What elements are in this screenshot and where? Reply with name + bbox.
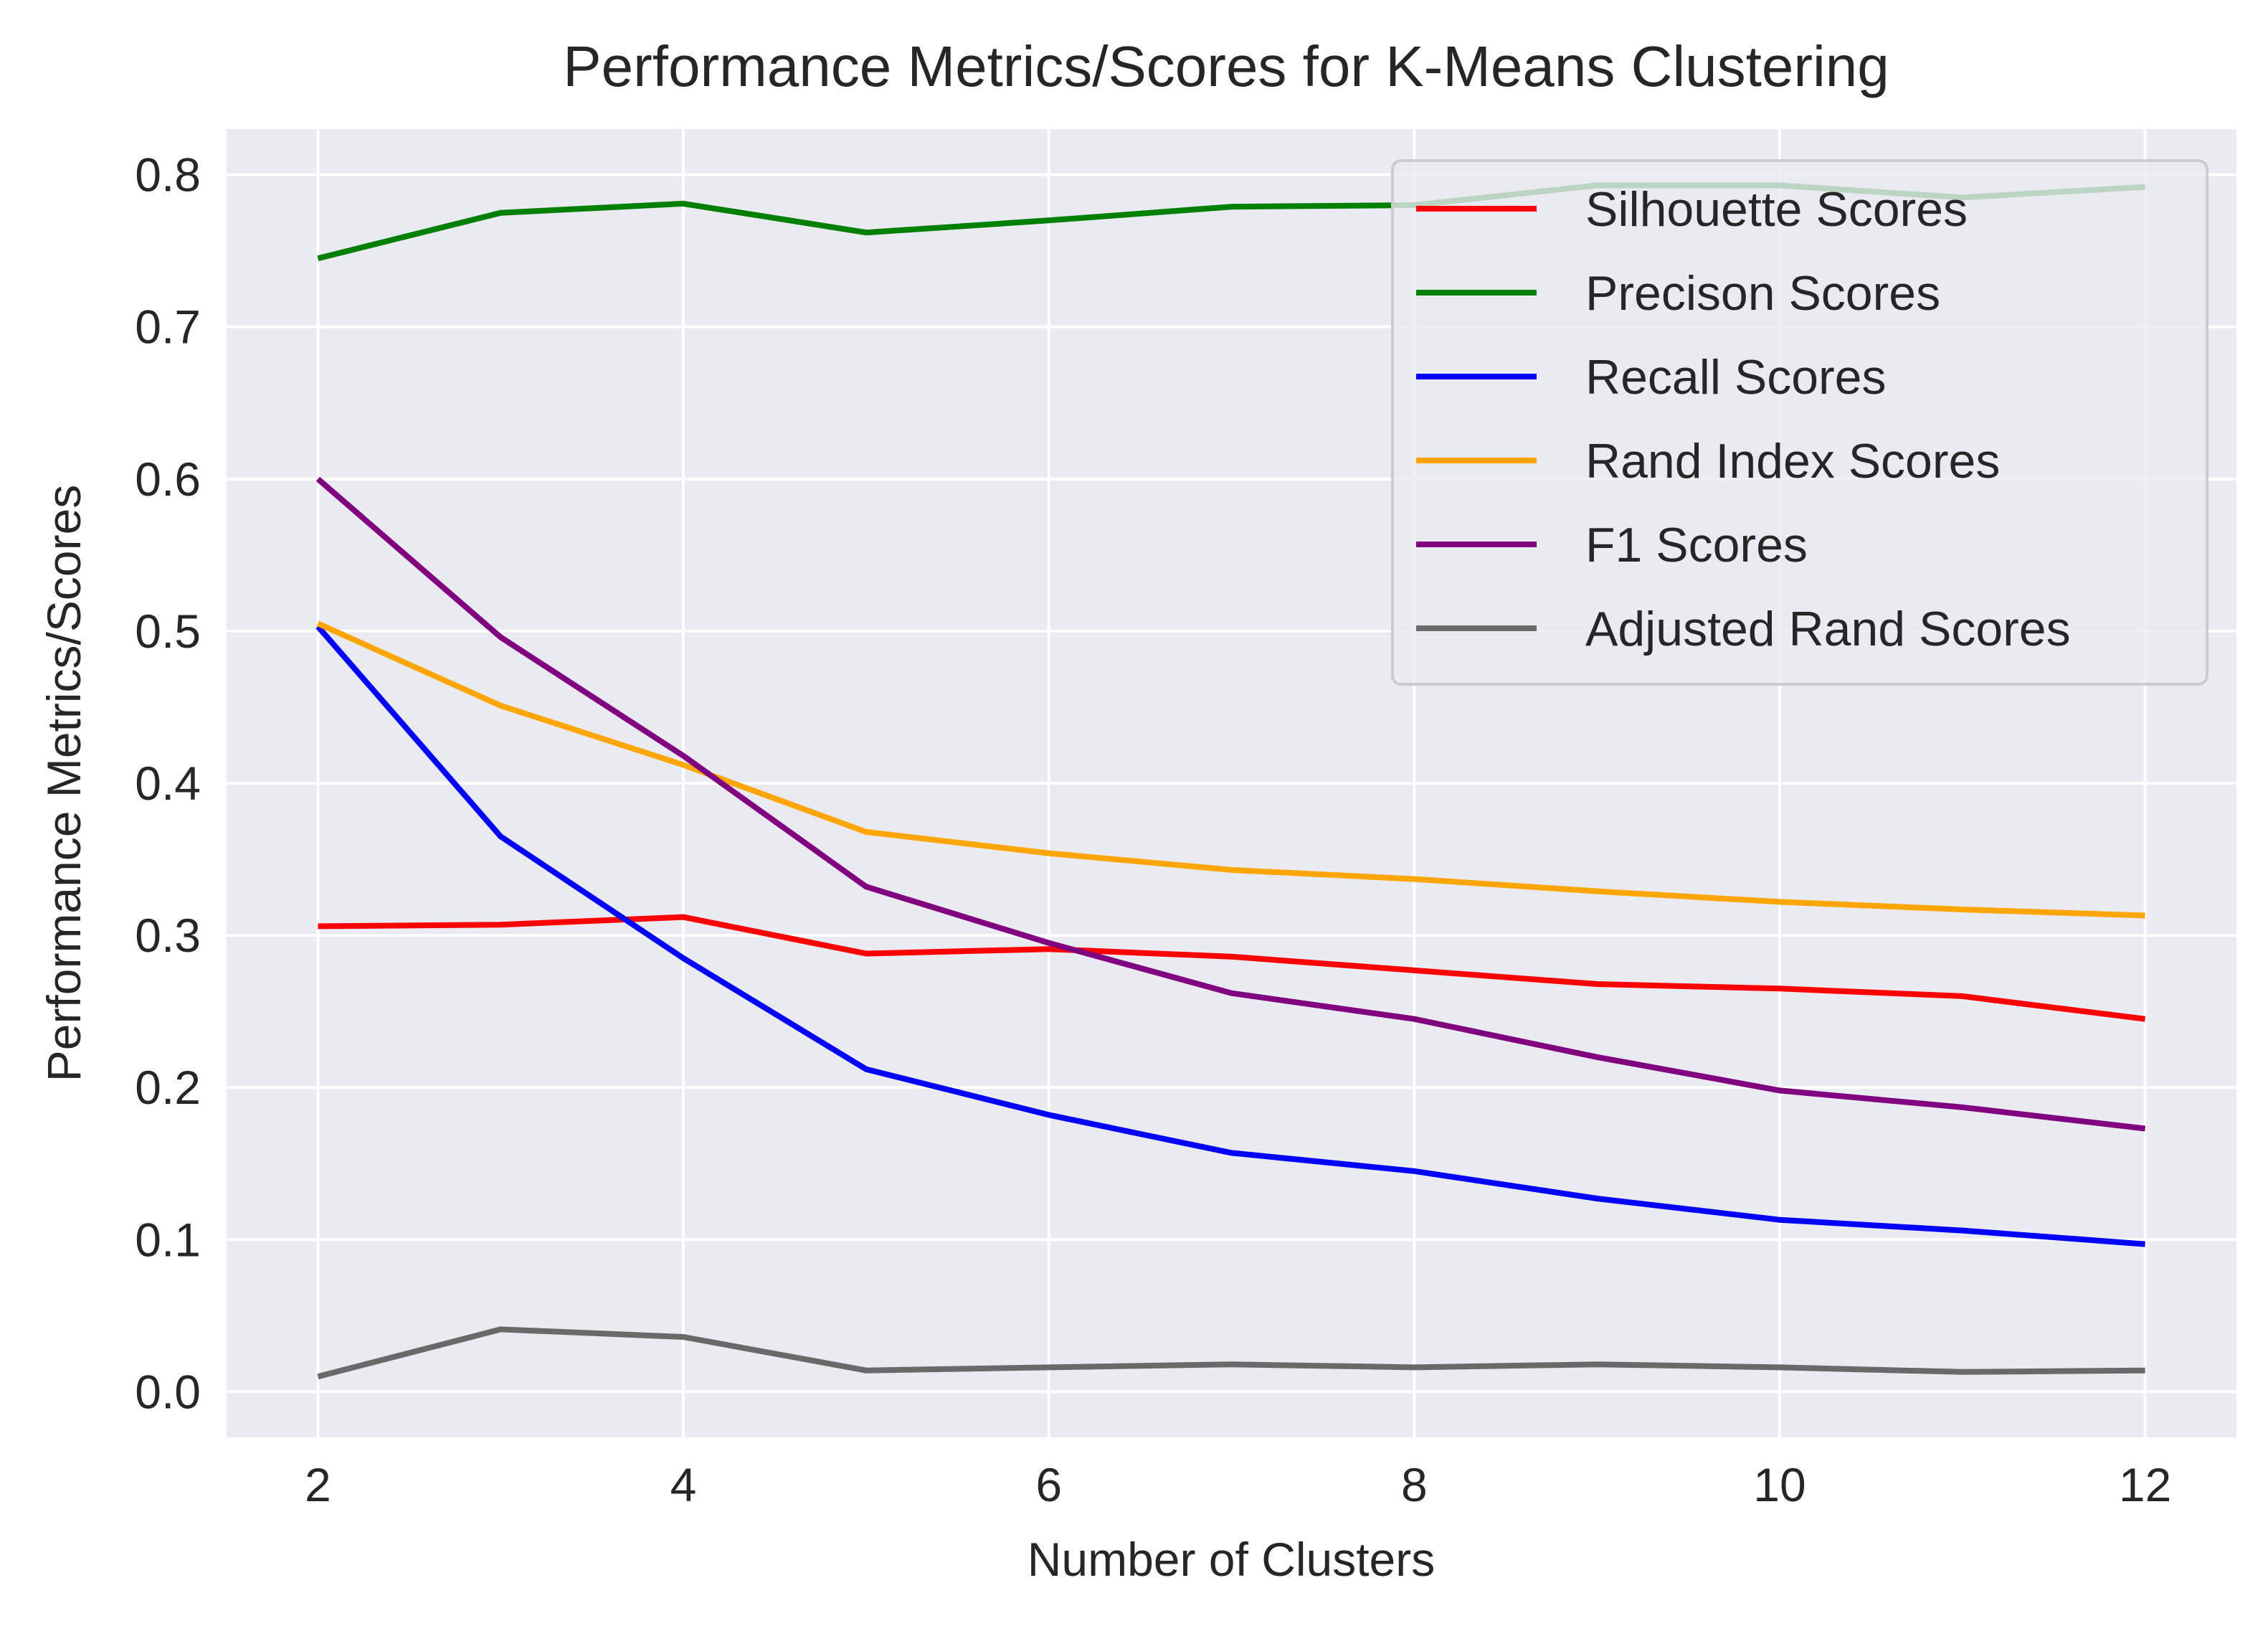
series-line-f1-scores — [315, 476, 2146, 1132]
chart-title: Performance Metrics/Scores for K-Means C… — [563, 34, 1889, 98]
legend-entry-precison-scores: Precison Scores — [1585, 266, 1940, 321]
y-tick-label: 0.8 — [135, 148, 201, 202]
legend-entry-recall-scores: Recall Scores — [1585, 350, 1887, 405]
x-tick-label: 12 — [2119, 1458, 2171, 1511]
legend-entry-adjusted-rand-scores: Adjusted Rand Scores — [1585, 602, 2071, 656]
x-tick-label: 2 — [305, 1458, 331, 1511]
tick-labels: 2 4 6 8 10 12 0.0 0.1 0.2 0.3 0.4 0.5 0.6 0.7 0.8 — [135, 148, 2171, 1511]
x-axis-label: Number of Clusters — [1028, 1533, 1436, 1586]
y-tick-label: 0.3 — [135, 909, 201, 962]
legend-entry-silhouette-scores: Silhouette Scores — [1585, 182, 1968, 237]
y-tick-label: 0.0 — [135, 1365, 201, 1418]
y-tick-label: 0.6 — [135, 453, 201, 506]
series-lines — [315, 182, 2146, 1380]
series-line-rand-index-scores — [316, 620, 2145, 919]
legend-entry-rand-index-scores: Rand Index Scores — [1585, 434, 2000, 488]
y-tick-label: 0.1 — [135, 1213, 201, 1266]
y-tick-label: 0.5 — [135, 605, 201, 658]
series-line-adjusted-rand-scores — [317, 1326, 2145, 1380]
x-tick-label: 8 — [1401, 1458, 1428, 1511]
grid-lines — [227, 129, 2236, 1437]
y-tick-label: 0.4 — [135, 757, 201, 810]
legend-box — [1391, 159, 2208, 686]
series-line-recall-scores — [315, 624, 2145, 1247]
y-tick-label: 0.2 — [135, 1061, 201, 1114]
x-tick-label: 10 — [1753, 1458, 1806, 1511]
y-axis-label: Performance Metrics/Scores — [37, 485, 90, 1082]
legend-entry-f1-scores: F1 Scores — [1585, 518, 1808, 572]
x-tick-label: 6 — [1035, 1458, 1062, 1511]
y-tick-label: 0.7 — [135, 301, 201, 354]
legend: Silhouette Scores Precison Scores Recall S… — [1391, 159, 2208, 686]
x-tick-label: 4 — [670, 1458, 697, 1511]
